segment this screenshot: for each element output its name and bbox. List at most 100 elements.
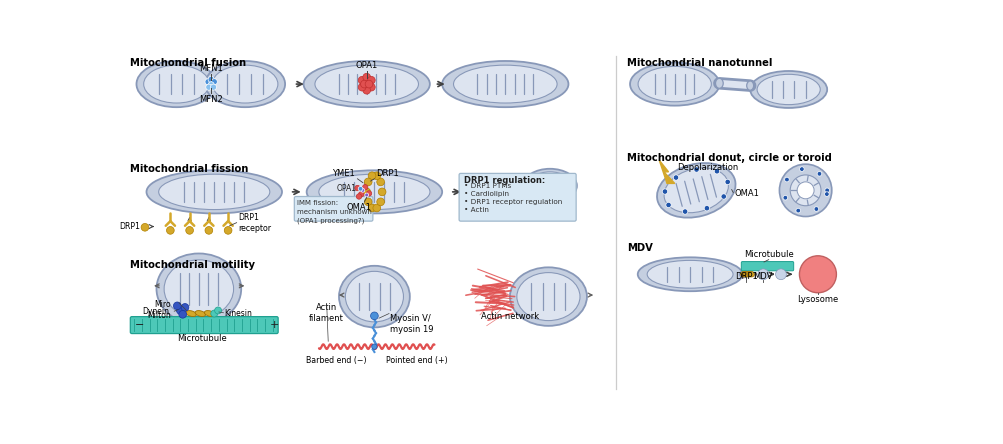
Ellipse shape — [638, 67, 710, 102]
Circle shape — [181, 304, 189, 311]
Text: Dynein: Dynein — [142, 307, 170, 316]
Ellipse shape — [637, 258, 742, 291]
Circle shape — [823, 192, 828, 196]
Circle shape — [778, 164, 830, 217]
Ellipse shape — [186, 311, 197, 317]
Circle shape — [824, 188, 828, 193]
Text: +: + — [270, 320, 279, 330]
Ellipse shape — [339, 266, 409, 327]
Polygon shape — [659, 160, 674, 183]
Text: OPA1: OPA1 — [336, 184, 356, 193]
Ellipse shape — [306, 170, 441, 214]
Circle shape — [211, 84, 217, 90]
Circle shape — [186, 226, 194, 234]
Text: MFN1: MFN1 — [200, 64, 223, 73]
Circle shape — [360, 188, 364, 192]
Ellipse shape — [663, 168, 728, 213]
Text: Mitochondrial donut, circle or toroid: Mitochondrial donut, circle or toroid — [626, 153, 831, 163]
Ellipse shape — [466, 178, 528, 215]
Text: Actin
filament: Actin filament — [309, 303, 344, 323]
Circle shape — [368, 172, 375, 180]
Circle shape — [206, 84, 212, 90]
Circle shape — [215, 307, 222, 314]
Ellipse shape — [136, 61, 217, 107]
Circle shape — [362, 87, 370, 94]
Text: −: − — [134, 320, 144, 330]
Ellipse shape — [441, 61, 568, 107]
Text: Pointed end (+): Pointed end (+) — [385, 356, 447, 365]
Circle shape — [211, 310, 218, 317]
Text: YME1: YME1 — [332, 169, 355, 178]
Circle shape — [774, 269, 785, 280]
Text: Miro
Milton: Miro Milton — [147, 300, 171, 320]
Text: MDV: MDV — [626, 243, 652, 253]
Text: IMM fission:
mechanism unknown
(OPA1 processing?): IMM fission: mechanism unknown (OPA1 pro… — [297, 200, 372, 224]
Circle shape — [179, 310, 187, 318]
Circle shape — [665, 202, 671, 208]
Ellipse shape — [471, 181, 523, 212]
Text: Mitochondrial motility: Mitochondrial motility — [130, 261, 255, 270]
Ellipse shape — [158, 174, 270, 210]
Circle shape — [205, 226, 213, 234]
Text: OMA1: OMA1 — [734, 189, 759, 198]
Circle shape — [368, 204, 375, 212]
Circle shape — [370, 312, 378, 320]
Ellipse shape — [143, 65, 210, 103]
Circle shape — [376, 198, 384, 206]
Circle shape — [713, 169, 719, 174]
Ellipse shape — [656, 163, 735, 218]
Ellipse shape — [205, 311, 215, 317]
Circle shape — [816, 171, 821, 176]
Circle shape — [358, 191, 364, 197]
FancyBboxPatch shape — [458, 174, 576, 221]
Ellipse shape — [195, 311, 206, 317]
Ellipse shape — [647, 260, 732, 288]
Ellipse shape — [749, 71, 826, 108]
Text: Mitochondrial nanotunnel: Mitochondrial nanotunnel — [626, 58, 771, 68]
Circle shape — [141, 223, 148, 231]
Ellipse shape — [156, 254, 241, 324]
Circle shape — [796, 182, 813, 199]
Circle shape — [741, 272, 747, 277]
Text: DRP1: DRP1 — [375, 169, 398, 178]
FancyBboxPatch shape — [294, 197, 372, 221]
FancyBboxPatch shape — [130, 317, 278, 333]
Text: Microtubule: Microtubule — [743, 250, 792, 259]
Circle shape — [366, 191, 371, 196]
Text: DRP1
receptor: DRP1 receptor — [238, 213, 271, 233]
Circle shape — [743, 272, 748, 277]
Circle shape — [795, 208, 799, 213]
Text: • DRP1 receptor regulation: • DRP1 receptor regulation — [463, 199, 562, 205]
Circle shape — [208, 82, 214, 88]
Circle shape — [748, 272, 753, 277]
Circle shape — [740, 272, 745, 277]
Circle shape — [798, 167, 803, 171]
Text: OPA1: OPA1 — [355, 61, 377, 70]
Circle shape — [362, 188, 370, 196]
Circle shape — [205, 79, 211, 85]
Circle shape — [174, 302, 181, 310]
Circle shape — [356, 194, 361, 199]
Text: • DRP1 PTMs: • DRP1 PTMs — [463, 183, 511, 190]
Text: DRP1 regulation:: DRP1 regulation: — [463, 176, 545, 186]
Circle shape — [211, 79, 217, 85]
Text: Mitochondrial fusion: Mitochondrial fusion — [130, 58, 246, 68]
Circle shape — [693, 167, 698, 172]
Ellipse shape — [738, 271, 748, 278]
Circle shape — [378, 188, 385, 196]
Circle shape — [371, 344, 377, 349]
Text: Kinesin: Kinesin — [224, 309, 252, 318]
Circle shape — [358, 76, 365, 84]
Circle shape — [358, 186, 362, 191]
Text: OMA1: OMA1 — [346, 202, 371, 212]
Circle shape — [365, 80, 372, 88]
Circle shape — [746, 272, 752, 277]
Text: Mitochondrial fission: Mitochondrial fission — [130, 164, 249, 174]
Circle shape — [364, 178, 372, 186]
Ellipse shape — [303, 61, 429, 107]
Ellipse shape — [163, 260, 234, 318]
Ellipse shape — [345, 271, 403, 322]
Ellipse shape — [523, 169, 577, 202]
Circle shape — [720, 194, 726, 199]
Ellipse shape — [146, 170, 282, 214]
